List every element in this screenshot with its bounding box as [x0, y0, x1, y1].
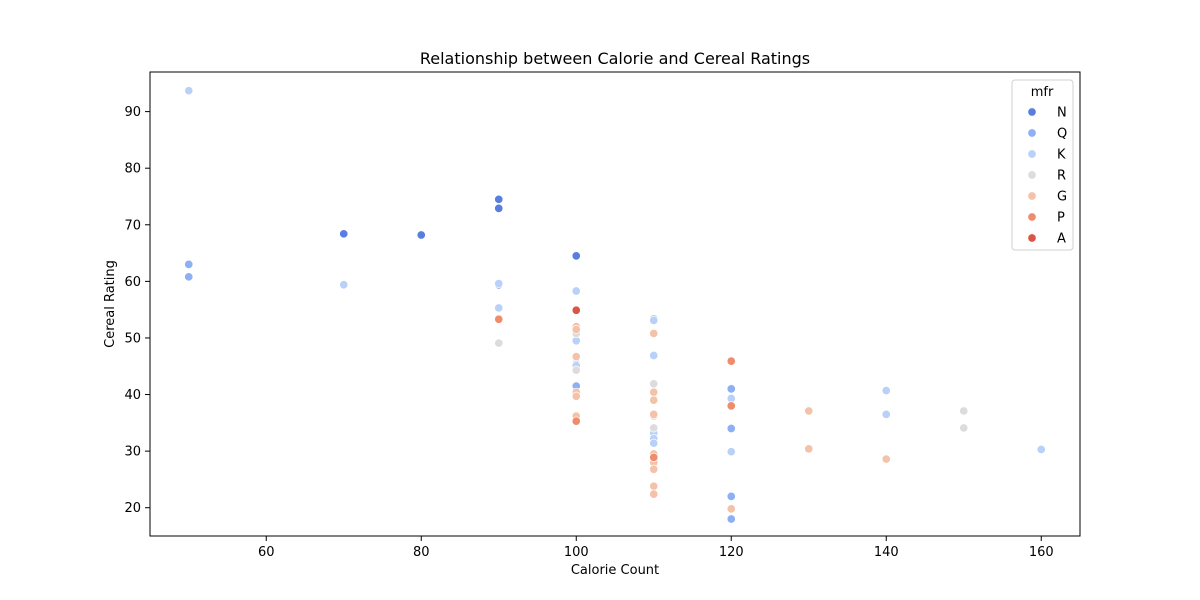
- legend-marker: [1027, 107, 1037, 117]
- x-tick-label: 160: [1029, 545, 1054, 560]
- data-point: [881, 454, 891, 464]
- y-tick-label: 90: [124, 105, 141, 120]
- data-point: [726, 504, 736, 514]
- data-point: [726, 447, 736, 457]
- data-point: [726, 401, 736, 411]
- y-tick-label: 50: [124, 331, 141, 346]
- data-point: [416, 230, 426, 240]
- data-point: [184, 272, 194, 282]
- legend-label: A: [1057, 232, 1066, 247]
- data-point: [649, 481, 659, 491]
- data-point: [726, 356, 736, 366]
- data-point: [649, 489, 659, 499]
- x-tick-label: 100: [564, 545, 589, 560]
- data-point: [571, 324, 581, 335]
- data-point: [881, 409, 891, 419]
- y-tick-label: 60: [124, 275, 141, 290]
- data-point: [649, 452, 659, 462]
- data-point: [339, 229, 349, 239]
- x-tick-label: 60: [258, 545, 275, 560]
- data-point: [571, 391, 581, 401]
- data-point: [649, 387, 659, 397]
- data-point: [494, 314, 504, 324]
- data-point: [881, 386, 891, 396]
- data-point: [571, 352, 581, 362]
- legend-label: Q: [1057, 127, 1067, 142]
- data-point: [649, 379, 659, 389]
- legend-label: R: [1057, 169, 1066, 184]
- data-point: [494, 303, 504, 313]
- chart-title: Relationship between Calorie and Cereal …: [420, 49, 810, 68]
- points-layer: [184, 86, 1046, 524]
- x-tick-label: 140: [874, 545, 899, 560]
- y-tick-label: 20: [124, 501, 141, 516]
- data-point: [649, 328, 659, 338]
- legend-marker: [1027, 191, 1037, 201]
- data-point: [804, 406, 814, 416]
- data-point: [649, 315, 659, 325]
- data-point: [959, 406, 969, 416]
- data-point: [339, 280, 349, 290]
- data-point: [726, 423, 736, 434]
- y-tick-label: 80: [124, 162, 141, 177]
- y-axis: 20 30 40 50 60 70 80 90: [124, 105, 150, 516]
- legend-label: N: [1057, 106, 1067, 121]
- data-point: [649, 438, 659, 448]
- data-point: [959, 423, 969, 433]
- plot-frame: [149, 71, 1081, 537]
- data-point: [184, 86, 194, 96]
- legend-title: mfr: [1031, 85, 1054, 100]
- data-point: [1036, 444, 1046, 454]
- legend-marker: [1027, 212, 1037, 222]
- y-tick-label: 40: [124, 388, 141, 403]
- data-point: [494, 338, 504, 348]
- data-point: [649, 409, 659, 419]
- data-point: [571, 305, 581, 315]
- legend-marker: [1027, 149, 1037, 159]
- data-point: [571, 286, 581, 296]
- data-point: [571, 416, 581, 426]
- data-point: [804, 444, 814, 454]
- data-point: [649, 350, 659, 361]
- data-point: [494, 194, 504, 204]
- x-tick-label: 120: [719, 545, 744, 560]
- legend-label: P: [1057, 211, 1065, 226]
- legend-frame: [1011, 79, 1074, 251]
- legend-marker: [1027, 233, 1037, 243]
- data-point: [726, 514, 736, 524]
- legend-marker: [1027, 128, 1037, 138]
- data-point: [494, 279, 504, 289]
- x-tick-label: 80: [413, 545, 430, 560]
- data-point: [571, 365, 581, 375]
- data-point: [571, 251, 581, 261]
- legend-label: K: [1057, 148, 1066, 163]
- data-point: [184, 259, 194, 269]
- legend-marker: [1027, 170, 1037, 180]
- y-tick-label: 70: [124, 218, 141, 233]
- data-point: [649, 395, 659, 405]
- x-axis-label: Calorie Count: [571, 563, 659, 578]
- data-point: [726, 491, 736, 501]
- data-point: [649, 423, 659, 433]
- x-axis: 60 80 100 120 140 160: [258, 536, 1054, 560]
- data-point: [726, 384, 736, 394]
- data-point: [494, 203, 504, 213]
- y-tick-label: 30: [124, 445, 141, 460]
- legend-label: G: [1057, 190, 1067, 205]
- data-point: [649, 464, 659, 474]
- y-axis-label: Cereal Rating: [103, 260, 118, 348]
